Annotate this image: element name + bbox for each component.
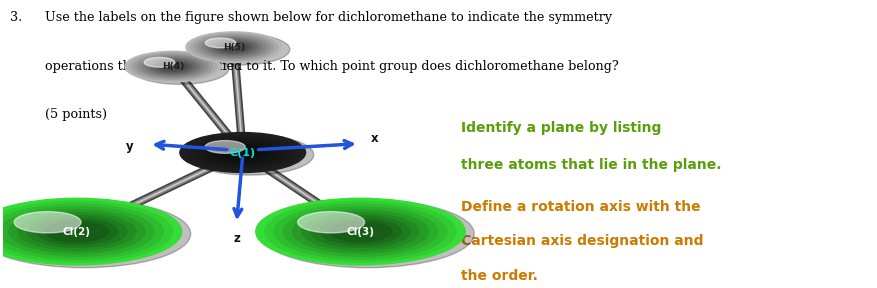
Text: (5 points): (5 points) xyxy=(45,108,107,121)
Circle shape xyxy=(219,43,248,52)
Text: 3.: 3. xyxy=(10,11,22,24)
Circle shape xyxy=(215,41,253,53)
Circle shape xyxy=(301,213,419,250)
Circle shape xyxy=(310,216,410,247)
Text: x: x xyxy=(370,132,378,145)
Circle shape xyxy=(141,57,203,77)
Circle shape xyxy=(297,212,364,233)
Circle shape xyxy=(46,221,108,242)
Circle shape xyxy=(146,58,200,75)
Circle shape xyxy=(274,204,446,259)
Circle shape xyxy=(159,62,187,71)
Text: z: z xyxy=(233,232,239,245)
Text: C(1): C(1) xyxy=(230,147,255,158)
Circle shape xyxy=(190,136,294,169)
Circle shape xyxy=(203,37,265,57)
Circle shape xyxy=(207,39,260,56)
Circle shape xyxy=(204,141,245,153)
Text: Cartesian axis designation and: Cartesian axis designation and xyxy=(460,234,702,248)
Text: y: y xyxy=(126,141,133,154)
Circle shape xyxy=(36,219,118,245)
Circle shape xyxy=(125,51,221,82)
Circle shape xyxy=(138,55,208,78)
Circle shape xyxy=(154,61,191,73)
Circle shape xyxy=(18,213,136,250)
Circle shape xyxy=(255,198,465,265)
Circle shape xyxy=(196,138,289,167)
Text: three atoms that lie in the plane.: three atoms that lie in the plane. xyxy=(460,158,721,172)
Text: Cl(3): Cl(3) xyxy=(346,227,374,236)
Circle shape xyxy=(224,147,261,158)
Circle shape xyxy=(0,198,182,265)
Circle shape xyxy=(133,54,212,79)
Circle shape xyxy=(186,32,282,62)
Circle shape xyxy=(0,204,163,259)
Circle shape xyxy=(9,210,145,253)
Circle shape xyxy=(131,53,229,84)
Circle shape xyxy=(185,134,313,175)
Circle shape xyxy=(194,35,274,60)
Circle shape xyxy=(0,207,154,256)
Text: Identify a plane by listing: Identify a plane by listing xyxy=(460,121,660,134)
Circle shape xyxy=(265,201,455,262)
Text: operations that can be applied to it. To which point group does dichloromethane : operations that can be applied to it. To… xyxy=(45,60,617,73)
Circle shape xyxy=(202,140,283,166)
Circle shape xyxy=(205,38,236,48)
Circle shape xyxy=(0,200,190,268)
Text: H(5): H(5) xyxy=(223,43,245,52)
Circle shape xyxy=(150,59,196,74)
Text: the order.: the order. xyxy=(460,269,537,283)
Circle shape xyxy=(283,207,438,256)
Circle shape xyxy=(192,34,289,65)
Circle shape xyxy=(185,134,300,171)
Circle shape xyxy=(27,216,126,247)
Circle shape xyxy=(211,40,256,54)
Text: Define a rotation axis with the: Define a rotation axis with the xyxy=(460,200,700,214)
Circle shape xyxy=(190,33,277,61)
Circle shape xyxy=(292,210,428,253)
Circle shape xyxy=(260,200,474,268)
Text: Cl(2): Cl(2) xyxy=(63,227,91,236)
Circle shape xyxy=(144,57,175,67)
Circle shape xyxy=(207,141,278,164)
Text: H(4): H(4) xyxy=(161,62,184,71)
Circle shape xyxy=(180,132,305,173)
Circle shape xyxy=(0,201,172,262)
Circle shape xyxy=(329,221,391,242)
Circle shape xyxy=(198,36,269,58)
Circle shape xyxy=(319,219,401,245)
Text: Use the labels on the figure shown below for dichloromethane to indicate the sym: Use the labels on the figure shown below… xyxy=(45,11,611,24)
Circle shape xyxy=(212,143,272,162)
Circle shape xyxy=(218,145,267,160)
Circle shape xyxy=(14,212,81,233)
Circle shape xyxy=(129,53,217,80)
